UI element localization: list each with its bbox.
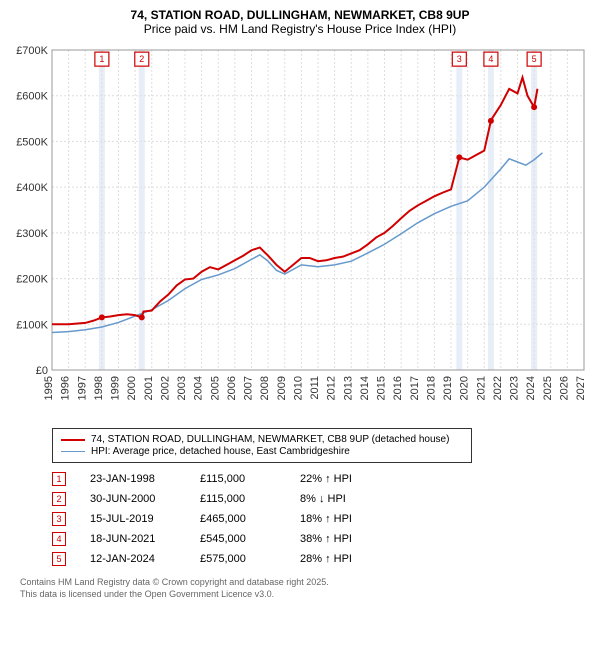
sales-row: 4 18-JUN-2021£545,00038% ↑ HPI xyxy=(52,529,592,549)
svg-text:£300K: £300K xyxy=(16,228,48,240)
svg-text:1997: 1997 xyxy=(76,376,88,400)
sale-pct: 22% ↑ HPI xyxy=(300,473,380,485)
sales-row: 5 12-JAN-2024£575,00028% ↑ HPI xyxy=(52,549,592,569)
legend-item: HPI: Average price, detached house, East… xyxy=(61,446,463,457)
svg-text:2007: 2007 xyxy=(243,376,255,400)
svg-text:2026: 2026 xyxy=(558,376,570,400)
sale-marker: 1 xyxy=(52,472,66,486)
svg-text:2015: 2015 xyxy=(376,376,388,400)
chart-area: £0 £100K £200K £300K £400K £500K £600K £700K 199… xyxy=(8,40,592,420)
svg-text:2020: 2020 xyxy=(459,376,471,400)
svg-text:£700K: £700K xyxy=(16,45,48,57)
svg-text:2025: 2025 xyxy=(542,376,554,400)
svg-text:2018: 2018 xyxy=(425,376,437,400)
sale-date: 30-JUN-2000 xyxy=(90,493,200,505)
svg-text:2009: 2009 xyxy=(276,376,288,400)
svg-text:2014: 2014 xyxy=(359,376,371,400)
sale-marker: 3 xyxy=(52,512,66,526)
svg-text:£600K: £600K xyxy=(16,91,48,103)
footer-line: Contains HM Land Registry data © Crown c… xyxy=(20,577,592,589)
svg-text:2002: 2002 xyxy=(159,376,171,400)
svg-text:2019: 2019 xyxy=(442,376,454,400)
sale-date: 18-JUN-2021 xyxy=(90,533,200,545)
sale-date: 23-JAN-1998 xyxy=(90,473,200,485)
svg-text:2005: 2005 xyxy=(209,376,221,400)
sale-pct: 28% ↑ HPI xyxy=(300,553,380,565)
svg-text:1998: 1998 xyxy=(93,376,105,400)
svg-text:2011: 2011 xyxy=(309,376,321,400)
sales-table: 1 23-JAN-1998£115,00022% ↑ HPI 2 30-JUN-200… xyxy=(52,469,592,569)
svg-text:2003: 2003 xyxy=(176,376,188,400)
svg-text:2001: 2001 xyxy=(143,376,155,400)
svg-text:2016: 2016 xyxy=(392,376,404,400)
legend-swatch-red xyxy=(61,439,85,441)
legend-label: HPI: Average price, detached house, East… xyxy=(91,446,350,457)
svg-text:2024: 2024 xyxy=(525,376,537,400)
sale-price: £465,000 xyxy=(200,513,300,525)
footer: Contains HM Land Registry data © Crown c… xyxy=(20,577,592,600)
sale-pct: 18% ↑ HPI xyxy=(300,513,380,525)
title-address: 74, STATION ROAD, DULLINGHAM, NEWMARKET,… xyxy=(8,8,592,22)
sale-price: £115,000 xyxy=(200,493,300,505)
svg-text:2022: 2022 xyxy=(492,376,504,400)
svg-text:1996: 1996 xyxy=(60,376,72,400)
sale-date: 15-JUL-2019 xyxy=(90,513,200,525)
svg-text:£400K: £400K xyxy=(16,182,48,194)
svg-text:4: 4 xyxy=(488,54,493,64)
svg-text:2008: 2008 xyxy=(259,376,271,400)
sale-marker: 5 xyxy=(52,552,66,566)
legend-label: 74, STATION ROAD, DULLINGHAM, NEWMARKET,… xyxy=(91,434,449,445)
svg-text:5: 5 xyxy=(532,54,537,64)
svg-text:1999: 1999 xyxy=(110,376,122,400)
svg-text:1995: 1995 xyxy=(43,376,55,400)
sale-pct: 8% ↓ HPI xyxy=(300,493,380,505)
sale-price: £575,000 xyxy=(200,553,300,565)
sales-row: 3 15-JUL-2019£465,00018% ↑ HPI xyxy=(52,509,592,529)
footer-line: This data is licensed under the Open Gov… xyxy=(20,589,592,601)
sale-marker: 2 xyxy=(52,492,66,506)
svg-text:£0: £0 xyxy=(36,365,48,377)
svg-text:2: 2 xyxy=(139,54,144,64)
svg-text:2010: 2010 xyxy=(292,376,304,400)
svg-text:2027: 2027 xyxy=(575,376,587,400)
title-block: 74, STATION ROAD, DULLINGHAM, NEWMARKET,… xyxy=(8,8,592,36)
sales-row: 1 23-JAN-1998£115,00022% ↑ HPI xyxy=(52,469,592,489)
svg-text:2023: 2023 xyxy=(509,376,521,400)
svg-text:3: 3 xyxy=(457,54,462,64)
sale-price: £545,000 xyxy=(200,533,300,545)
svg-text:£100K: £100K xyxy=(16,319,48,331)
svg-text:2006: 2006 xyxy=(226,376,238,400)
sales-row: 2 30-JUN-2000£115,0008% ↓ HPI xyxy=(52,489,592,509)
svg-text:£200K: £200K xyxy=(16,274,48,286)
title-subtitle: Price paid vs. HM Land Registry's House … xyxy=(8,22,592,36)
svg-text:£500K: £500K xyxy=(16,136,48,148)
legend: 74, STATION ROAD, DULLINGHAM, NEWMARKET,… xyxy=(52,428,472,463)
svg-text:2017: 2017 xyxy=(409,376,421,400)
sale-pct: 38% ↑ HPI xyxy=(300,533,380,545)
svg-text:2004: 2004 xyxy=(193,376,205,400)
svg-text:2013: 2013 xyxy=(342,376,354,400)
sale-date: 12-JAN-2024 xyxy=(90,553,200,565)
chart-container: 74, STATION ROAD, DULLINGHAM, NEWMARKET,… xyxy=(0,0,600,650)
legend-swatch-blue xyxy=(61,451,85,452)
sale-price: £115,000 xyxy=(200,473,300,485)
svg-text:2012: 2012 xyxy=(326,376,338,400)
sale-marker: 4 xyxy=(52,532,66,546)
price-chart: £0 £100K £200K £300K £400K £500K £600K £700K 199… xyxy=(8,40,592,420)
svg-text:1: 1 xyxy=(99,54,104,64)
svg-text:2000: 2000 xyxy=(126,376,138,400)
svg-text:2021: 2021 xyxy=(475,376,487,400)
legend-item: 74, STATION ROAD, DULLINGHAM, NEWMARKET,… xyxy=(61,434,463,445)
